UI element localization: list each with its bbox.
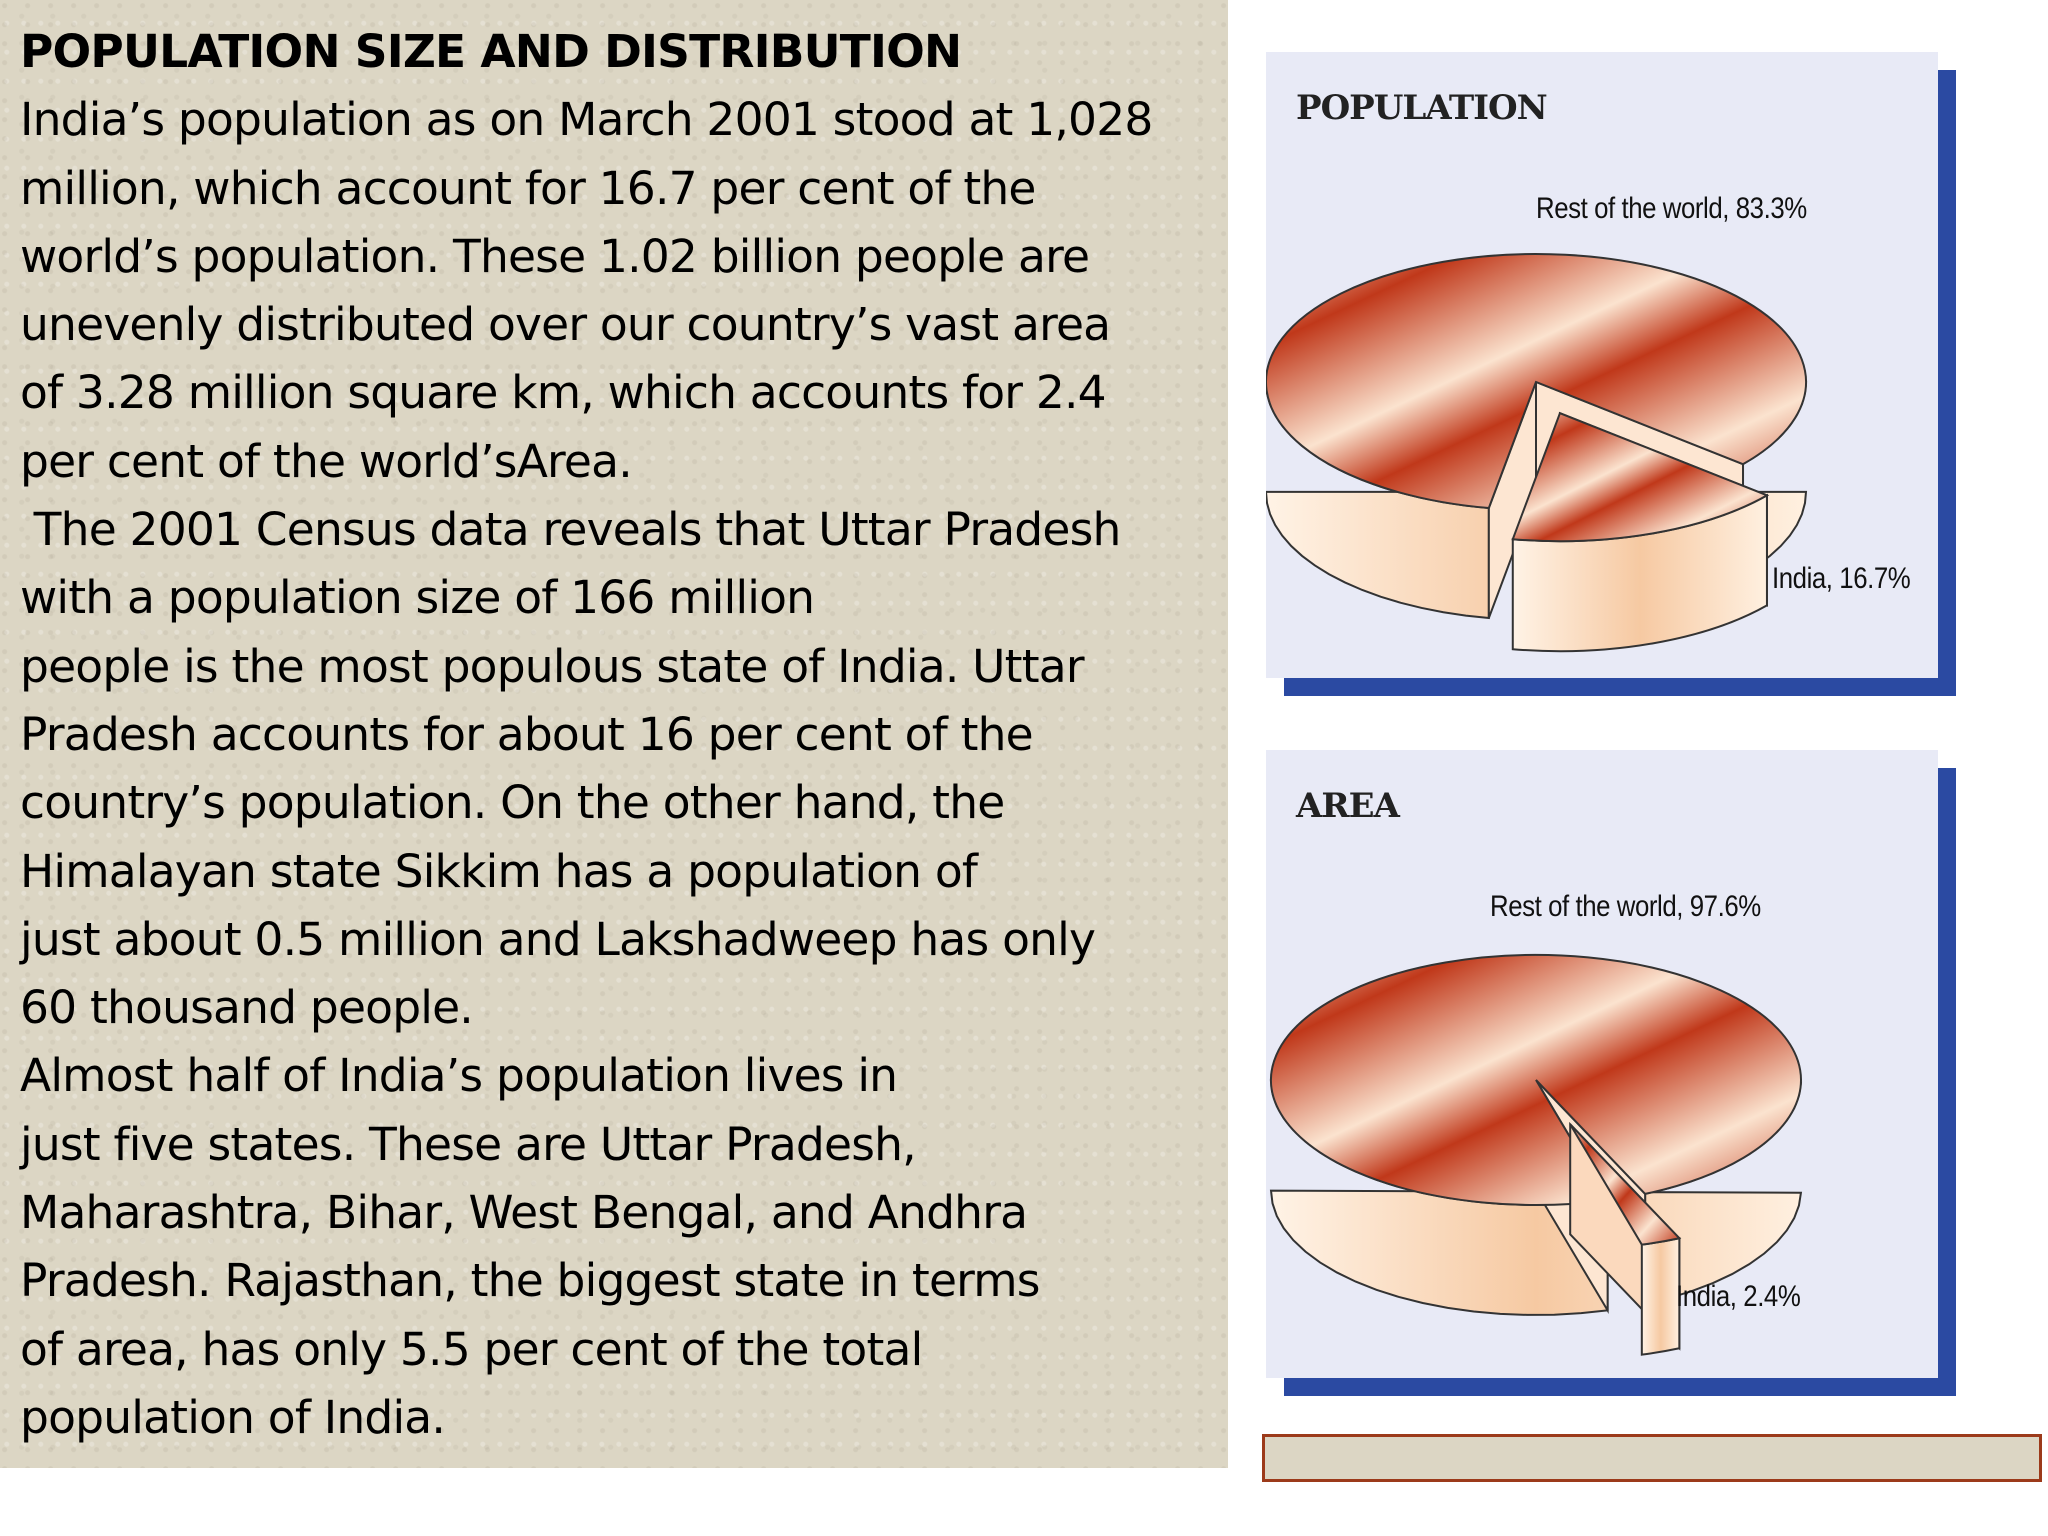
body-line: just five states. These are Uttar Prades… <box>20 1117 917 1171</box>
body-line: India’s population as on March 2001 stoo… <box>20 93 1153 147</box>
body-line: of 3.28 million square km, which account… <box>20 366 1107 420</box>
body-line: 60 thousand people. <box>20 981 474 1035</box>
rest-of-world-slice <box>1266 253 1807 510</box>
body-line: country’s population. On the other hand,… <box>20 776 1005 830</box>
population-rest-label: Rest of the world, 83.3% <box>1536 192 1807 225</box>
bottom-frame <box>1262 1434 2042 1482</box>
india-slice <box>1569 1123 1682 1246</box>
body-line: people is the most populous state of Ind… <box>20 639 1085 693</box>
body-line: Almost half of India’s population lives … <box>20 1049 898 1103</box>
rest-of-world-slice <box>1270 954 1802 1206</box>
body-line: Pradesh. Rajasthan, the biggest state in… <box>20 1254 1040 1308</box>
text-panel: POPULATION SIZE AND DISTRIBUTION India’s… <box>0 0 1228 1468</box>
population-chart-title: POPULATION <box>1296 88 1548 128</box>
area-chart-card: AREA Rest of the world, 97.6% India, 2.4… <box>1266 750 1938 1378</box>
body-line: Pradesh accounts for about 16 per cent o… <box>20 707 1034 761</box>
area-chart-title: AREA <box>1296 786 1400 826</box>
body-line: unevenly distributed over our country’s … <box>20 298 1111 352</box>
body-line: The 2001 Census data reveals that Uttar … <box>20 503 1122 557</box>
body-line: per cent of the world’sArea. <box>20 434 633 488</box>
india-slice <box>1511 411 1770 543</box>
body-line: world’s population. These 1.02 billion p… <box>20 229 1090 283</box>
india-side <box>1640 1236 1681 1356</box>
population-pie-chart <box>1266 253 1808 653</box>
population-india-label: India, 16.7% <box>1772 562 1911 595</box>
area-india-label: India, 2.4% <box>1676 1280 1801 1313</box>
section-title: POPULATION SIZE AND DISTRIBUTION <box>20 25 962 78</box>
area-pie-chart <box>1269 954 1803 1356</box>
population-chart-card: POPULATION Rest of the world, 83.3% Indi… <box>1266 52 1938 678</box>
body-line: of area, has only 5.5 per cent of the to… <box>20 1322 923 1376</box>
area-rest-label: Rest of the world, 97.6% <box>1490 890 1761 923</box>
body-line: million, which account for 16.7 per cent… <box>20 161 1036 215</box>
body-line: just about 0.5 million and Lakshadweep h… <box>20 912 1096 966</box>
body-line: with a population size of 166 million <box>20 571 815 625</box>
body-line: Maharashtra, Bihar, West Bengal, and And… <box>20 1186 1028 1240</box>
body-line: population of India. <box>20 1390 446 1444</box>
text-block: POPULATION SIZE AND DISTRIBUTION India’s… <box>20 18 1220 1452</box>
body-line: Himalayan state Sikkim has a population … <box>20 844 978 898</box>
